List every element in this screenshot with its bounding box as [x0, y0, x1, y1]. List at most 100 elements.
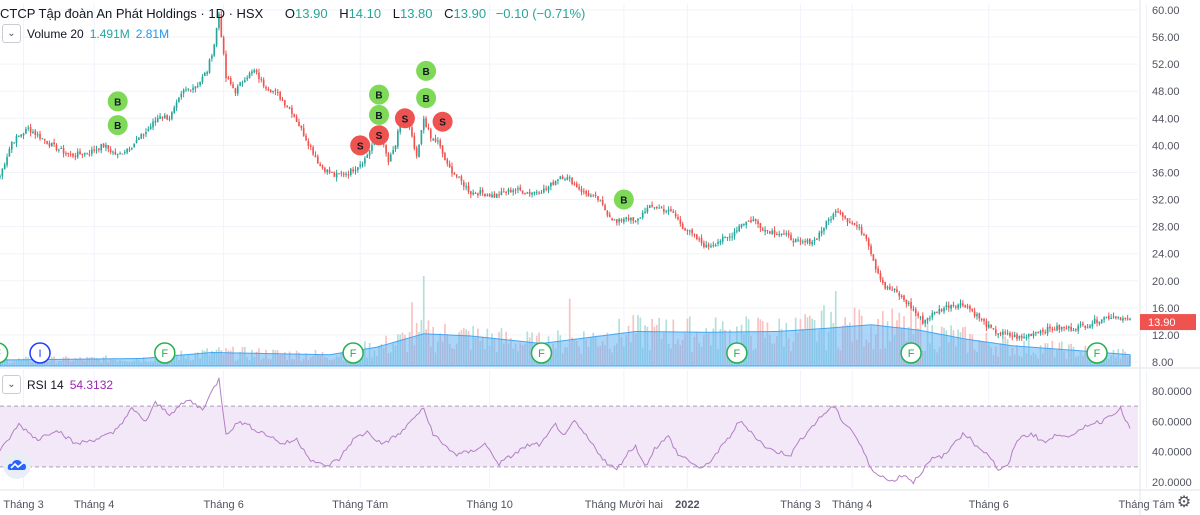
buy-signal[interactable]: B	[416, 60, 437, 81]
sell-signal[interactable]: S	[394, 108, 415, 129]
financial-event-marker[interactable]: F	[530, 342, 553, 364]
last-price-tag	[1140, 314, 1196, 331]
symbol-legend[interactable]: CTCP Tập đoàn An Phát Holdings · 1D · HS…	[0, 6, 585, 21]
candle-body	[227, 77, 230, 80]
candle-body	[877, 268, 879, 274]
candle-body	[123, 151, 126, 154]
candle-body	[415, 147, 418, 157]
candle-body	[1126, 318, 1129, 320]
candle-body	[368, 150, 371, 156]
financial-event-marker[interactable]: F	[726, 342, 748, 364]
buy-signal[interactable]: B	[613, 189, 634, 210]
candle-body	[585, 190, 588, 194]
close-label: C	[444, 6, 454, 21]
candle-body	[655, 207, 658, 209]
candle-body	[100, 144, 103, 151]
candle-body	[269, 90, 272, 93]
close-value: 13.90	[453, 6, 487, 21]
event-label: F	[350, 348, 357, 360]
signal-marker	[416, 60, 437, 81]
x-tick-label: Tháng Mười hai	[585, 499, 663, 511]
candle-body	[801, 241, 804, 243]
signal-label: B	[422, 94, 429, 105]
candle-body	[651, 204, 653, 207]
chevron-down-icon[interactable]: ⌄	[2, 24, 21, 43]
chevron-down-icon[interactable]: ⌄	[2, 375, 21, 394]
candle-body	[554, 180, 557, 186]
rsi-tick-label: 80.0000	[1152, 386, 1192, 398]
gear-icon[interactable]: ⚙	[1176, 494, 1192, 511]
candle-body	[246, 77, 249, 80]
candle-body	[1082, 323, 1084, 326]
candle-body	[672, 211, 675, 213]
candle-body	[65, 153, 67, 155]
buy-signal[interactable]: B	[369, 104, 390, 125]
sell-signal[interactable]: S	[432, 111, 453, 132]
candle-body	[74, 156, 77, 158]
financial-event-marker[interactable]: F	[0, 342, 9, 364]
candle-body	[691, 229, 693, 234]
candle-body	[905, 299, 908, 304]
candle-body	[994, 329, 997, 334]
x-tick-label: Tháng 4	[74, 499, 114, 511]
candle-body	[634, 221, 637, 223]
candle-body	[860, 227, 863, 234]
buy-signal[interactable]: B	[107, 91, 128, 112]
candle-body	[703, 242, 705, 248]
candle-body	[547, 186, 550, 190]
buy-signal[interactable]: B	[416, 88, 437, 108]
candle-body	[307, 141, 310, 146]
candle-body	[550, 182, 552, 187]
candle-body	[1049, 326, 1051, 329]
candle-body	[552, 181, 555, 185]
candle-body	[519, 187, 522, 191]
candle-body	[389, 154, 392, 162]
candle-body	[940, 309, 943, 312]
financial-event-marker[interactable]: F	[1086, 342, 1108, 364]
candle-body	[218, 13, 220, 28]
candle-body	[1112, 316, 1115, 318]
candle-body	[1032, 332, 1035, 336]
sell-signal[interactable]: S	[350, 135, 371, 156]
candle-body	[688, 230, 691, 232]
candle-body	[1077, 325, 1080, 331]
candle-body	[109, 149, 112, 152]
volume-bar	[411, 302, 413, 366]
candle-body	[559, 176, 562, 180]
candle-body	[710, 246, 712, 248]
volume-legend[interactable]: ⌄ Volume 20 1.491M 2.81M	[2, 24, 169, 43]
candle-body	[679, 219, 682, 224]
financial-event-marker[interactable]: F	[900, 342, 922, 364]
candle-body	[926, 318, 929, 321]
candle-body	[1100, 319, 1103, 323]
symbol-title: CTCP Tập đoàn An Phát Holdings · 1D · HS…	[0, 6, 264, 21]
candle-body	[943, 308, 945, 312]
candle-body	[102, 143, 105, 147]
candle-body	[114, 151, 117, 155]
financial-event-marker[interactable]: F	[342, 342, 364, 364]
candle-body	[10, 141, 13, 150]
buy-signal[interactable]: B	[107, 115, 128, 136]
candle-body	[180, 93, 183, 98]
candle-body	[458, 176, 460, 178]
candle-body	[797, 239, 799, 241]
event-circle	[726, 342, 748, 364]
candle-body	[561, 176, 564, 180]
candle-body	[484, 193, 486, 196]
financial-event-marker[interactable]: F	[154, 342, 176, 364]
axes-layer: 60.00 56.00 52.00 48.00 44.00 40.00 36.00 32.00…	[3, 5, 1196, 511]
buy-signal[interactable]: B	[369, 84, 390, 105]
sell-signal[interactable]: S	[369, 125, 390, 146]
y-tick-label: 24.00	[1152, 249, 1180, 261]
tradingview-cloud-icon[interactable]	[3, 451, 31, 479]
candle-body	[163, 115, 166, 119]
candle-body	[747, 220, 750, 222]
candle-body	[22, 133, 25, 136]
ipo-event-marker[interactable]: I	[29, 342, 51, 364]
signal-marker	[394, 108, 415, 129]
candle-body	[712, 244, 715, 246]
rsi-legend[interactable]: ⌄ RSI 14 54.3132	[2, 375, 113, 394]
candle-body	[959, 303, 962, 306]
candle-body	[889, 286, 891, 290]
